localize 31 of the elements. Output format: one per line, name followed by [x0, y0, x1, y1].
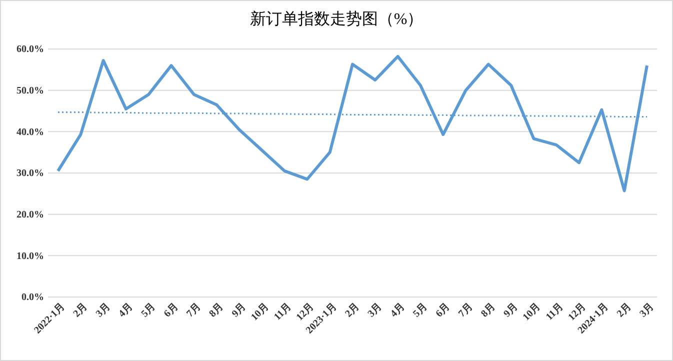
x-tick-label: 4月	[388, 301, 407, 320]
x-tick-label: 6月	[162, 301, 180, 320]
y-tick-label: 60.0%	[16, 44, 44, 56]
x-tick-label: 3月	[366, 301, 384, 320]
y-tick-label: 10.0%	[16, 250, 44, 262]
x-tick-label: 7月	[184, 301, 204, 320]
y-tick-label: 40.0%	[16, 126, 44, 138]
y-tick-label: 0.0%	[22, 292, 44, 304]
x-tick-label: 9月	[502, 301, 520, 320]
x-tick-label: 11月	[544, 301, 566, 323]
x-tick-label: 8月	[207, 301, 226, 320]
x-tick-label: 9月	[230, 301, 248, 320]
x-tick-label: 10月	[249, 301, 272, 324]
x-tick-label: 2月	[343, 301, 362, 320]
x-tick-label: 5月	[411, 301, 430, 320]
x-tick-label: 7月	[456, 301, 475, 320]
y-tick-label: 20.0%	[16, 210, 44, 221]
x-tick-label: 3月	[94, 301, 112, 320]
line-series	[56, 54, 648, 192]
x-tick-label: 4月	[116, 301, 136, 320]
x-tick-label: 2月	[71, 301, 90, 320]
y-tick-label: 30.0%	[16, 168, 44, 180]
x-tick-label: 11月	[272, 301, 294, 323]
chart-title: 新订单指数走势图（%）	[250, 10, 424, 28]
y-tick-label: 50.0%	[16, 86, 44, 97]
x-tick-label: 3月	[638, 301, 656, 320]
x-tick-label: 6月	[434, 301, 452, 320]
x-tick-label: 10月	[521, 301, 543, 324]
x-tick-label: 2月	[615, 301, 634, 320]
x-tick-label: 8月	[479, 301, 498, 320]
x-tick-label: 5月	[139, 301, 158, 320]
